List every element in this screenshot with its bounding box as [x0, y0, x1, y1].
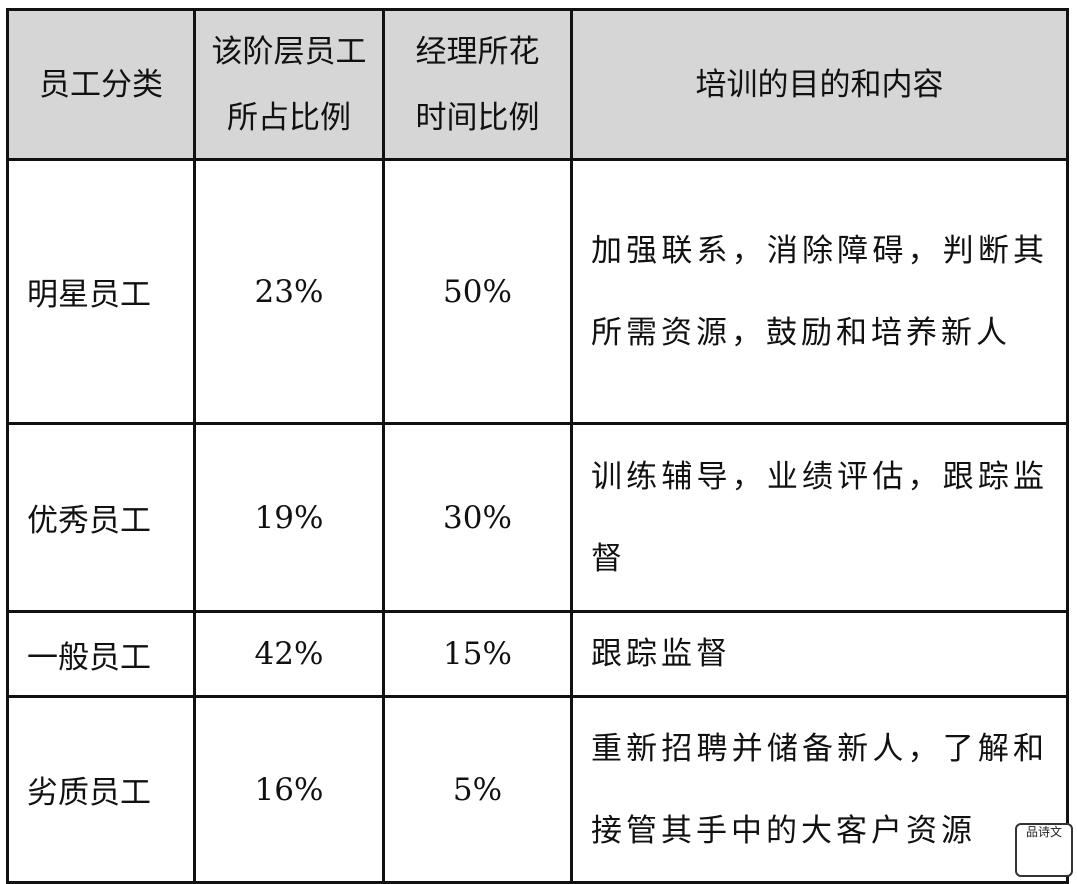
employee-training-table: 员工分类 该阶层员工所占比例 经理所花时间比例 培训的目的和内容 明星员工 23… — [6, 8, 1069, 884]
share-cell: 16% — [193, 695, 385, 884]
time-cell: 50% — [382, 158, 573, 425]
content-cell: 重新招聘并储备新人，了解和接管其手中的大客户资源 — [570, 695, 1069, 884]
header-category: 员工分类 — [6, 8, 196, 161]
category-cell: 优秀员工 — [6, 422, 196, 613]
watermark-logo: 品诗文 — [1015, 823, 1073, 877]
table-row: 优秀员工 19% 30% 训练辅导，业绩评估，跟踪监督 — [6, 422, 1069, 613]
header-row: 员工分类 该阶层员工所占比例 经理所花时间比例 培训的目的和内容 — [6, 8, 1069, 161]
content-cell: 加强联系，消除障碍，判断其所需资源，鼓励和培养新人 — [570, 158, 1069, 425]
time-cell: 15% — [382, 610, 573, 698]
header-time: 经理所花 时间比例 — [382, 8, 573, 161]
category-cell: 一般员工 — [6, 610, 196, 698]
time-cell: 30% — [382, 422, 573, 613]
table-row: 明星员工 23% 50% 加强联系，消除障碍，判断其所需资源，鼓励和培养新人 — [6, 158, 1069, 425]
header-content: 培训的目的和内容 — [570, 8, 1069, 161]
header-text: 时间比例 — [415, 99, 540, 136]
table-row: 一般员工 42% 15% 跟踪监督 — [6, 610, 1069, 698]
share-cell: 23% — [193, 158, 385, 425]
content-cell: 训练辅导，业绩评估，跟踪监督 — [570, 422, 1069, 613]
header-share: 该阶层员工 所占比例 — [193, 8, 385, 161]
content-cell: 跟踪监督 — [570, 610, 1069, 698]
share-cell: 42% — [193, 610, 385, 698]
header-text: 该阶层员工 — [211, 33, 367, 70]
header-text: 所占比例 — [227, 99, 351, 136]
header-text: 培训的目的和内容 — [695, 66, 944, 103]
share-cell: 19% — [193, 422, 385, 613]
category-cell: 劣质员工 — [6, 695, 196, 884]
table-row: 劣质员工 16% 5% 重新招聘并储备新人，了解和接管其手中的大客户资源 — [6, 695, 1069, 884]
header-text: 员工分类 — [39, 66, 163, 103]
category-cell: 明星员工 — [6, 158, 196, 425]
time-cell: 5% — [382, 695, 573, 884]
header-text: 经理所花 — [415, 33, 540, 70]
